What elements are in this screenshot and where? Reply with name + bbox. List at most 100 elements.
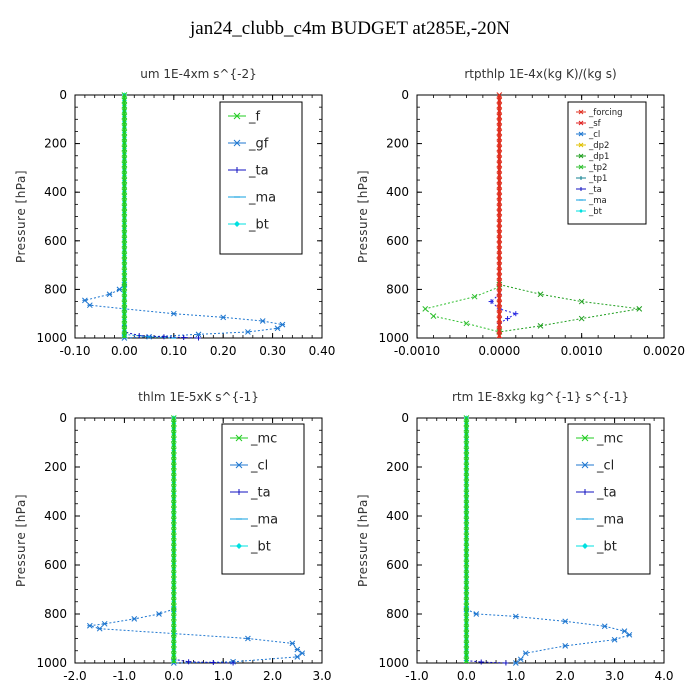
y-tick-label: 200 xyxy=(44,460,67,474)
x-tick-label: 3.0 xyxy=(312,669,331,683)
panel-3: thlm 1E-5xK s^{-1} Pressure [hPa] 0 200 400 6… xyxy=(14,390,332,683)
y-tick-label: 600 xyxy=(44,558,67,572)
legend-item_ma: _ma xyxy=(576,196,607,206)
legend-label: _dp2 xyxy=(588,141,609,151)
x-tick-label: 0.0020 xyxy=(643,344,685,358)
legend-item_mc: _mc xyxy=(230,432,277,447)
y-tick-label: 800 xyxy=(386,607,409,621)
legend-label: _sf xyxy=(588,119,602,129)
y-tick-label: 0 xyxy=(59,88,67,102)
x-tick-label: -1.0 xyxy=(113,669,136,683)
y-tick-label: 600 xyxy=(44,234,67,248)
panel-4: rtm 1E-8xkg kg^{-1} s^{-1} Pressure [hPa]… xyxy=(356,390,674,683)
legend-label: _ma xyxy=(250,513,278,528)
legend-label: _ma xyxy=(248,191,276,206)
panel-title: rtpthlp 1E-4x(kg K)/(kg s) xyxy=(464,67,616,81)
y-axis-label: Pressure [hPa] xyxy=(356,494,370,587)
x-tick-label: -0.10 xyxy=(59,344,90,358)
legend-item_tp1: _tp1 xyxy=(576,174,607,184)
legend-label: _cl xyxy=(596,459,614,474)
legend-item_gf: _gf xyxy=(228,137,269,152)
y-tick-label: 600 xyxy=(386,234,409,248)
series-line xyxy=(424,286,500,333)
x-tick-label: 0.0 xyxy=(164,669,183,683)
legend-label: _bt xyxy=(248,218,269,233)
y-tick-label: 0 xyxy=(401,88,409,102)
legend-item_cl: _cl xyxy=(576,130,600,140)
x-tick-label: 1.0 xyxy=(214,669,233,683)
series_gf xyxy=(82,281,286,341)
legend: _forcing_sf_cl_dp2_dp1_tp2_tp1_ta_ma_bt xyxy=(567,101,647,225)
legend-label: _bt xyxy=(596,540,617,555)
series_mc xyxy=(463,415,470,664)
x-tick-label: 4.0 xyxy=(654,669,673,683)
y-tick-label: 400 xyxy=(44,185,67,199)
y-tick-label: 200 xyxy=(44,137,67,151)
x-tick-label: 3.0 xyxy=(605,669,624,683)
panel-2: rtpthlp 1E-4x(kg K)/(kg s) Pressure [hPa]… xyxy=(356,67,685,358)
legend-item_ma: _ma xyxy=(228,191,276,206)
panel-title: um 1E-4xm s^{-2} xyxy=(140,67,256,81)
legend-label: _dp1 xyxy=(588,152,609,162)
x-tick-label: 0.30 xyxy=(259,344,286,358)
legend-box xyxy=(219,101,303,255)
x-tick-label: 0.40 xyxy=(309,344,336,358)
legend-item_dp1: _dp1 xyxy=(576,152,609,162)
x-tick-label: -1.0 xyxy=(405,669,428,683)
y-tick-label: 0 xyxy=(59,411,67,425)
legend: _mc _cl _ta _ma _bt xyxy=(567,423,651,575)
legend-label: _tp2 xyxy=(588,163,607,173)
legend-item_ma: _ma xyxy=(576,513,624,528)
panel-title: rtm 1E-8xkg kg^{-1} s^{-1} xyxy=(452,390,629,404)
legend-item_ma: _ma xyxy=(230,513,278,528)
series_cl xyxy=(463,606,633,666)
y-axis-label: Pressure [hPa] xyxy=(14,494,28,587)
legend-label: _f xyxy=(248,110,261,125)
series-line xyxy=(499,284,640,333)
series-line xyxy=(173,658,234,664)
x-tick-label: 0.20 xyxy=(210,344,237,358)
series_cl xyxy=(86,606,306,666)
y-tick-label: 800 xyxy=(44,282,67,296)
y-tick-label: 400 xyxy=(44,509,67,523)
legend-item_dp2: _dp2 xyxy=(576,141,609,151)
x-tick-label: 1.0 xyxy=(506,669,525,683)
legend-item_ta: _ta xyxy=(230,486,271,501)
y-tick-label: 800 xyxy=(386,282,409,296)
legend-label: _mc xyxy=(250,432,277,447)
series-line xyxy=(89,608,304,664)
legend-item_ta: _ta xyxy=(576,185,602,195)
legend-item_cl: _cl xyxy=(576,459,614,474)
legend-item_cl: _cl xyxy=(230,459,268,474)
y-tick-label: 1000 xyxy=(378,331,409,345)
legend-label: _bt xyxy=(250,540,271,555)
legend-item_ta: _ta xyxy=(228,164,269,179)
legend-box xyxy=(567,423,651,575)
x-tick-label: -2.0 xyxy=(63,669,86,683)
legend-label: _ta xyxy=(596,486,617,501)
x-tick-label: 2.0 xyxy=(263,669,282,683)
y-tick-label: 200 xyxy=(386,137,409,151)
legend-box xyxy=(221,423,305,575)
legend-item_ta: _ta xyxy=(576,486,617,501)
series-line xyxy=(466,660,506,664)
series_f xyxy=(121,92,128,339)
legend: _mc _cl _ta _ma _bt xyxy=(221,423,305,575)
y-tick-label: 200 xyxy=(386,460,409,474)
x-tick-label: 0.00 xyxy=(111,344,138,358)
y-axis-label: Pressure [hPa] xyxy=(14,170,28,263)
series-line xyxy=(466,608,631,664)
x-tick-label: 0.0 xyxy=(457,669,476,683)
legend-item_forcing: _forcing xyxy=(576,108,623,118)
series_tp2 xyxy=(422,284,503,335)
legend-item_bt: _bt xyxy=(230,540,271,555)
legend-label: _ma xyxy=(596,513,624,528)
y-tick-label: 400 xyxy=(386,509,409,523)
legend-item_tp2: _tp2 xyxy=(576,163,607,173)
legend-label: _gf xyxy=(248,137,269,152)
x-tick-label: 2.0 xyxy=(556,669,575,683)
series-line xyxy=(83,284,284,339)
legend-label: _ta xyxy=(588,185,602,195)
legend-label: _ta xyxy=(248,164,269,179)
